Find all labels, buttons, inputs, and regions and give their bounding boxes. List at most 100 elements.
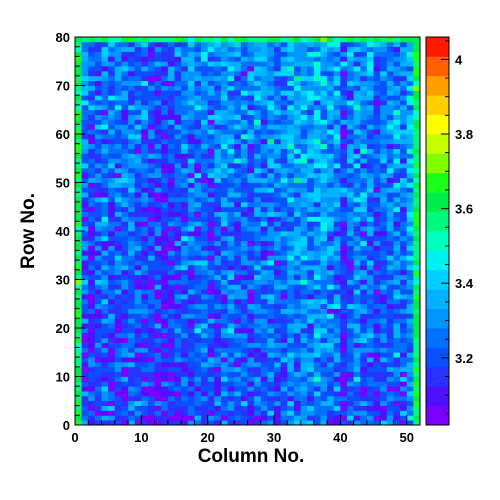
heatmap-cell — [254, 255, 262, 261]
heatmap-cell — [260, 226, 268, 232]
heatmap-cell — [313, 294, 321, 300]
heatmap-cell — [280, 153, 288, 159]
heatmap-cell — [194, 332, 202, 339]
heatmap-cell — [247, 323, 255, 329]
heatmap-cell — [154, 124, 162, 130]
heatmap-cell — [406, 158, 414, 164]
heatmap-cell — [108, 395, 116, 402]
heatmap-cell — [300, 46, 308, 52]
heatmap-cell — [121, 56, 129, 62]
heatmap-cell — [75, 347, 83, 353]
heatmap-cell — [254, 260, 262, 266]
heatmap-cell — [260, 279, 268, 285]
heatmap-cell — [214, 211, 222, 217]
heatmap-cell — [154, 177, 162, 183]
heatmap-cell — [400, 308, 408, 314]
heatmap-cell — [81, 100, 89, 106]
heatmap-cell — [207, 187, 215, 193]
heatmap-cell — [214, 255, 222, 261]
heatmap-cell — [300, 37, 308, 43]
heatmap-cell — [147, 100, 156, 106]
heatmap-cell — [234, 216, 242, 222]
heatmap-cell — [300, 264, 308, 271]
heatmap-cell — [214, 269, 222, 276]
heatmap-cell — [147, 337, 156, 343]
heatmap-cell — [386, 274, 394, 280]
heatmap-cell — [360, 41, 368, 48]
heatmap-cell — [373, 366, 381, 373]
heatmap-cell — [366, 90, 374, 96]
heatmap-cell — [333, 303, 341, 309]
heatmap-cell — [340, 148, 348, 154]
heatmap-cell — [340, 298, 348, 305]
heatmap-cell — [194, 381, 202, 387]
heatmap-cell — [313, 366, 321, 373]
heatmap-cell — [220, 323, 228, 329]
heatmap-cell — [247, 361, 255, 368]
heatmap-cell — [94, 308, 102, 314]
heatmap-cell — [108, 308, 116, 314]
heatmap-cell — [207, 347, 215, 353]
heatmap-cell — [81, 405, 89, 411]
heatmap-cell — [320, 395, 328, 402]
heatmap-cell — [313, 51, 321, 57]
heatmap-cell — [373, 148, 381, 154]
heatmap-cell — [400, 206, 408, 212]
heatmap-cell — [287, 201, 295, 208]
heatmap-cell — [320, 381, 328, 387]
heatmap-cell — [347, 240, 355, 246]
heatmap-cell — [227, 342, 235, 348]
heatmap-cell — [75, 250, 83, 256]
heatmap-cell — [147, 357, 156, 363]
heatmap-cell — [88, 274, 96, 280]
heatmap-cell — [300, 318, 308, 324]
heatmap-cell — [81, 371, 89, 377]
heatmap-cell — [201, 138, 209, 145]
heatmap-cell — [75, 308, 83, 314]
heatmap-cell — [400, 289, 408, 295]
heatmap-cell — [94, 410, 102, 416]
heatmap-cell — [267, 361, 275, 368]
heatmap-cell — [300, 109, 308, 115]
heatmap-cell — [121, 231, 129, 237]
heatmap-cell — [287, 226, 295, 232]
heatmap-cell — [88, 226, 96, 232]
heatmap-cell — [307, 221, 315, 227]
heatmap-cell — [234, 289, 242, 295]
heatmap-cell — [333, 318, 341, 324]
heatmap-cell — [207, 279, 215, 285]
heatmap-cell — [220, 391, 228, 397]
heatmap-cell — [254, 235, 262, 242]
heatmap-cell — [128, 420, 136, 426]
heatmap-cell — [267, 66, 275, 72]
heatmap-cell — [174, 269, 182, 276]
heatmap-cell — [307, 129, 315, 135]
heatmap-cell — [287, 85, 295, 91]
heatmap-cell — [393, 274, 401, 280]
heatmap-cell — [147, 405, 156, 411]
heatmap-cell — [373, 395, 381, 402]
heatmap-cell — [201, 119, 209, 125]
heatmap-cell — [413, 381, 421, 387]
heatmap-cell — [260, 342, 268, 348]
heatmap-cell — [373, 192, 381, 198]
heatmap-cell — [227, 366, 235, 373]
heatmap-cell — [207, 182, 215, 188]
heatmap-cell — [267, 391, 275, 397]
heatmap-cell — [81, 51, 89, 57]
heatmap-cell — [373, 182, 381, 188]
heatmap-cell — [247, 269, 255, 276]
heatmap-cell — [161, 371, 169, 377]
heatmap-cell — [147, 124, 156, 130]
heatmap-cell — [234, 70, 242, 77]
heatmap-cell — [287, 332, 295, 339]
heatmap-cell — [181, 211, 189, 217]
heatmap-cell — [327, 163, 335, 169]
heatmap-cell — [320, 221, 328, 227]
heatmap-cell — [101, 405, 109, 411]
heatmap-cell — [220, 167, 228, 174]
heatmap-cell — [393, 279, 401, 285]
heatmap-cell — [386, 51, 394, 57]
heatmap-cell — [94, 250, 102, 256]
